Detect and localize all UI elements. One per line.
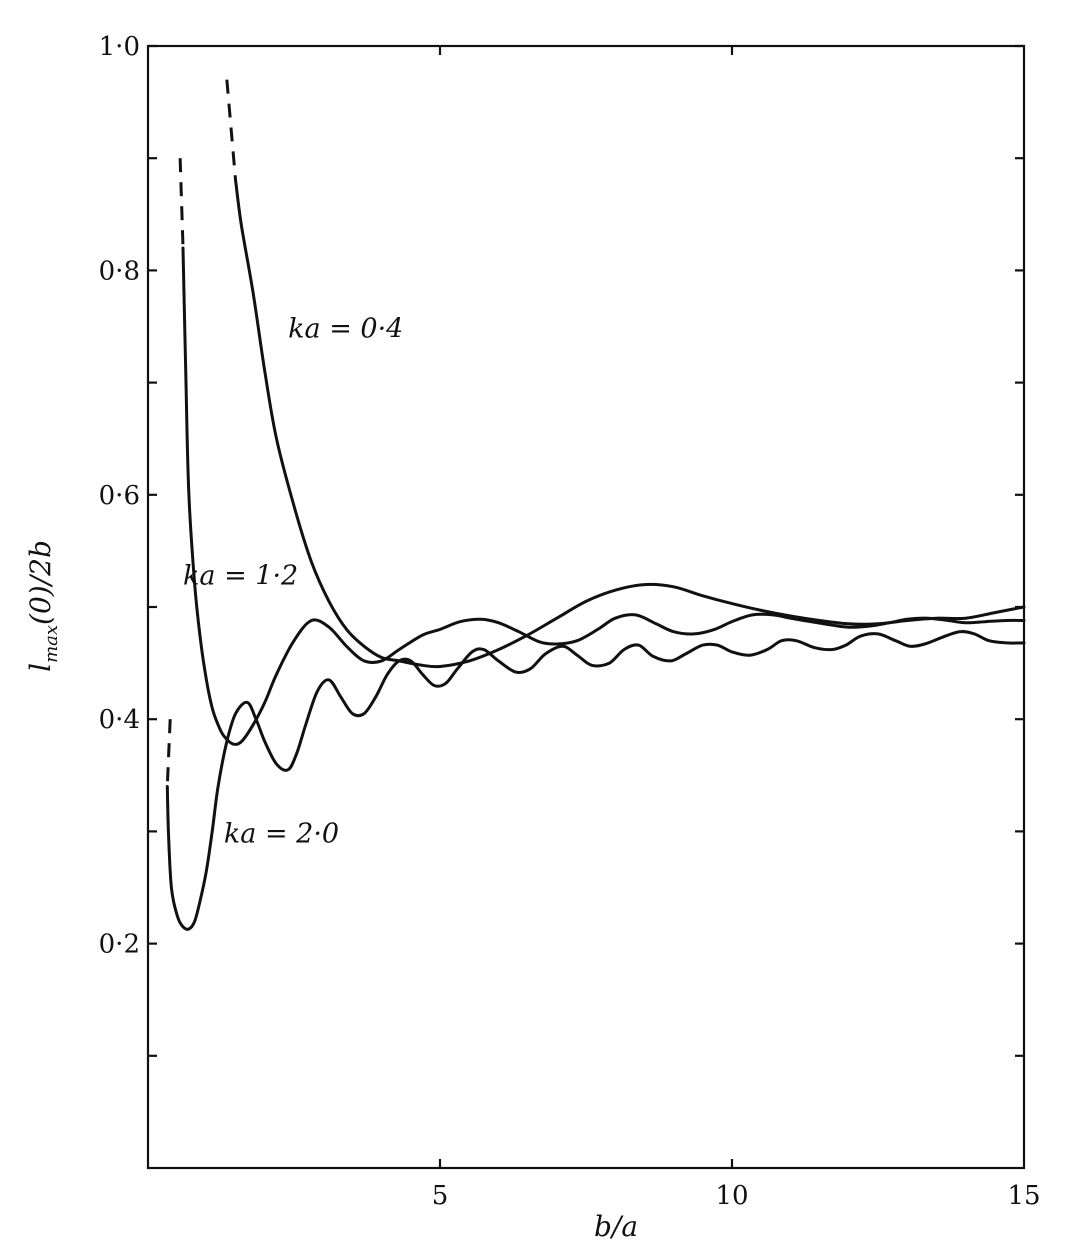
series-curve-0	[234, 179, 1026, 669]
series-labels: ka = 0·4 ka = 1·2 ka = 2·0	[183, 314, 403, 850]
y-tick-label: 0·2	[99, 930, 140, 960]
x-tick-label: 10	[715, 1181, 748, 1211]
y-axis-title-sub: max	[41, 625, 62, 663]
x-tick-label: 5	[432, 1181, 449, 1211]
y-tick-label: 0·4	[99, 705, 140, 735]
y-axis-title-rest: (0)/2b	[24, 540, 57, 625]
y-axis-title: lmax(0)/2b	[24, 540, 62, 672]
y-axis-title-main: l	[24, 663, 57, 672]
series-curve-2	[165, 630, 1026, 931]
series-extrapolation-0	[225, 79, 238, 181]
y-tick-label: 1·0	[99, 32, 140, 62]
series-extrapolation-1	[178, 158, 185, 249]
axis-tick-labels: 0·2 0·4 0·6 0·8 1·0 5 10 15	[99, 32, 1041, 1211]
series-label-0: ka = 0·4	[288, 314, 403, 345]
series-label-1: ka = 1·2	[183, 561, 298, 592]
x-tick-label: 15	[1007, 1181, 1040, 1211]
data-curves	[165, 79, 1026, 931]
plot-frame	[146, 44, 1026, 1170]
series-curve-1	[181, 246, 1026, 746]
series-label-2: ka = 2·0	[224, 819, 339, 850]
y-tick-label: 0·8	[99, 256, 140, 286]
axis-ticks	[148, 44, 1024, 1168]
series-extrapolation-2	[165, 719, 172, 787]
x-axis-title: b/a	[594, 1210, 638, 1243]
y-tick-label: 0·6	[99, 481, 140, 511]
